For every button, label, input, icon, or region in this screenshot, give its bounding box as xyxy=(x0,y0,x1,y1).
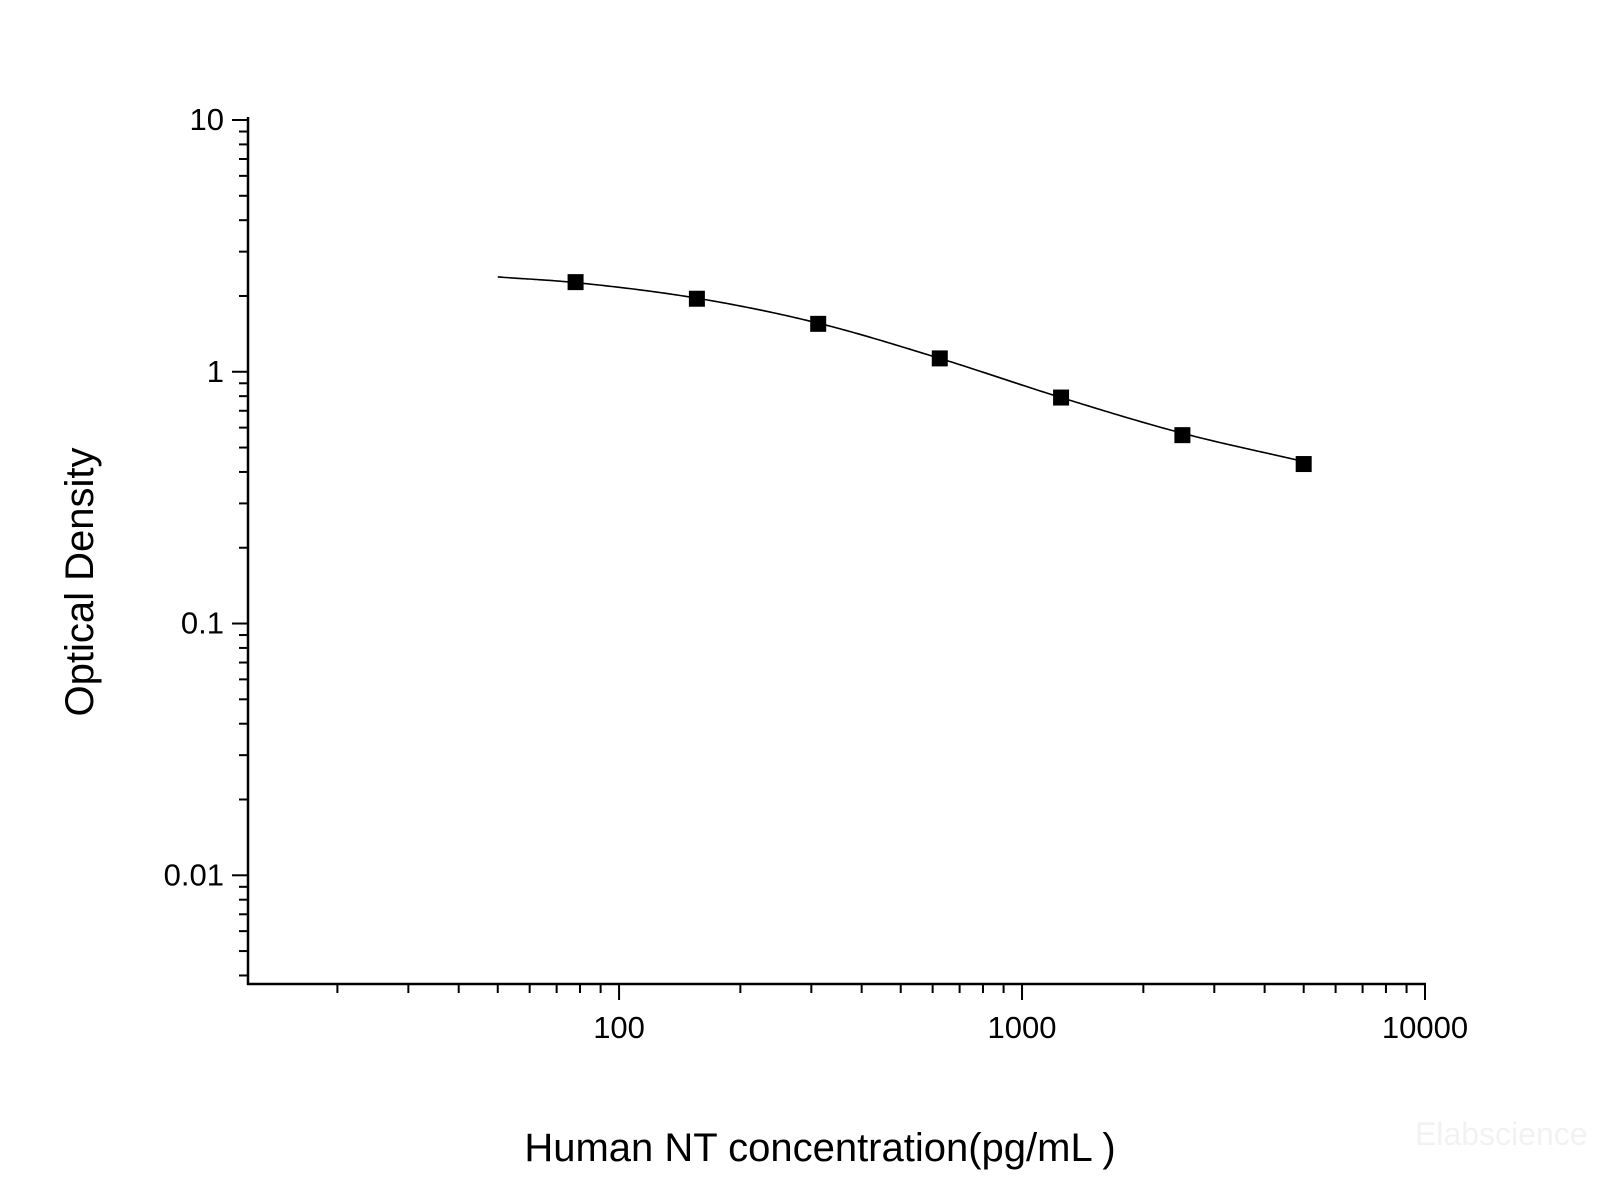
y-axis-title: Optical Density xyxy=(58,448,102,717)
x-tick-label: 100 xyxy=(593,1010,645,1045)
data-point xyxy=(1053,389,1070,406)
data-point xyxy=(1295,456,1312,473)
data-point xyxy=(810,315,827,332)
y-tick-label: 0.01 xyxy=(164,857,224,892)
x-tick-label: 10000 xyxy=(1382,1010,1468,1045)
x-axis-title: Human NT concentration(pg/mL ) xyxy=(524,1126,1115,1170)
x-tick-label: 1000 xyxy=(988,1010,1057,1045)
watermark-text: Elabscience xyxy=(1415,1116,1588,1152)
data-point xyxy=(931,350,948,367)
fit-curve-line xyxy=(497,276,1304,463)
data-point xyxy=(567,274,584,291)
fit-curve-layer xyxy=(497,276,1304,463)
data-point xyxy=(1174,427,1191,444)
y-tick-label: 0.1 xyxy=(181,606,224,641)
data-point xyxy=(688,290,705,307)
y-tick-label: 1 xyxy=(207,354,224,389)
data-points xyxy=(567,274,1312,473)
axes: 10 1 0.1 0.01 100 1000 10000 xyxy=(164,102,1468,1045)
y-tick-label: 10 xyxy=(190,102,224,137)
